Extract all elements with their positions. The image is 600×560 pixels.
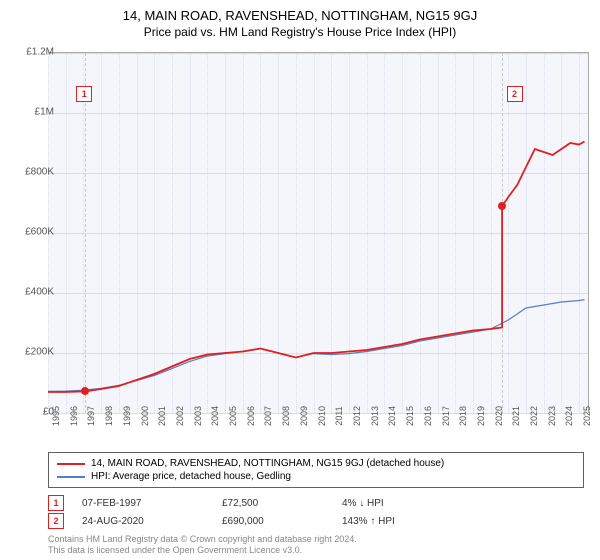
x-tick-label: 1995 (51, 406, 61, 426)
sale-change-2: 143% ↑ HPI (342, 516, 462, 527)
credits-line-1: Contains HM Land Registry data © Crown c… (48, 534, 357, 545)
x-tick-label: 2017 (441, 406, 451, 426)
x-tick-label: 2021 (511, 406, 521, 426)
x-tick-label: 2022 (529, 406, 539, 426)
table-row: 2 24-AUG-2020 £690,000 143% ↑ HPI (48, 512, 462, 530)
x-tick-label: 2008 (281, 406, 291, 426)
y-tick-label: £800K (25, 167, 54, 178)
sale-marker-box-1: 1 (76, 86, 92, 102)
series-line-property (48, 142, 585, 393)
chart-plot-area: 12 (48, 52, 589, 413)
series-line-hpi (48, 300, 585, 392)
legend-label-hpi: HPI: Average price, detached house, Gedl… (91, 471, 291, 482)
x-tick-label: 2024 (564, 406, 574, 426)
x-tick-label: 2007 (263, 406, 273, 426)
legend-item-hpi: HPI: Average price, detached house, Gedl… (57, 470, 575, 483)
x-tick-label: 2019 (476, 406, 486, 426)
x-tick-label: 2018 (458, 406, 468, 426)
y-tick-label: £400K (25, 287, 54, 298)
y-tick-label: £600K (25, 227, 54, 238)
x-tick-label: 2006 (246, 406, 256, 426)
y-tick-label: £1.2M (26, 47, 54, 58)
x-tick-label: 2011 (334, 406, 344, 425)
sale-price-2: £690,000 (222, 516, 342, 527)
legend-label-property: 14, MAIN ROAD, RAVENSHEAD, NOTTINGHAM, N… (91, 458, 444, 469)
sales-table: 1 07-FEB-1997 £72,500 4% ↓ HPI 2 24-AUG-… (48, 494, 462, 530)
table-row: 1 07-FEB-1997 £72,500 4% ↓ HPI (48, 494, 462, 512)
line-series-svg (48, 53, 588, 413)
sale-marker-box-2: 2 (507, 86, 523, 102)
x-tick-label: 2003 (193, 406, 203, 426)
chart-title: 14, MAIN ROAD, RAVENSHEAD, NOTTINGHAM, N… (0, 0, 600, 23)
sale-date-1: 07-FEB-1997 (82, 498, 222, 509)
sale-price-1: £72,500 (222, 498, 342, 509)
x-tick-label: 1996 (69, 406, 79, 426)
legend-box: 14, MAIN ROAD, RAVENSHEAD, NOTTINGHAM, N… (48, 452, 584, 488)
x-tick-label: 2004 (210, 406, 220, 426)
credits-text: Contains HM Land Registry data © Crown c… (48, 534, 357, 556)
x-tick-label: 2002 (175, 406, 185, 426)
x-tick-label: 2025 (582, 406, 592, 426)
sale-marker-2: 2 (48, 513, 64, 529)
x-tick-label: 2001 (157, 406, 167, 426)
legend-swatch-property (57, 463, 85, 465)
sale-date-2: 24-AUG-2020 (82, 516, 222, 527)
x-tick-label: 2023 (547, 406, 557, 426)
x-tick-label: 2016 (423, 406, 433, 426)
x-tick-label: 2000 (140, 406, 150, 426)
x-tick-label: 1997 (86, 406, 96, 426)
x-tick-label: 2012 (352, 406, 362, 426)
sale-marker-1: 1 (48, 495, 64, 511)
x-tick-label: 2015 (405, 406, 415, 426)
legend-swatch-hpi (57, 476, 85, 478)
x-tick-label: 2010 (317, 406, 327, 426)
y-tick-label: £200K (25, 347, 54, 358)
sale-dot-1 (81, 387, 89, 395)
credits-line-2: This data is licensed under the Open Gov… (48, 545, 357, 556)
sale-change-1: 4% ↓ HPI (342, 498, 462, 509)
x-tick-label: 2014 (387, 406, 397, 426)
legend-item-property: 14, MAIN ROAD, RAVENSHEAD, NOTTINGHAM, N… (57, 457, 575, 470)
x-tick-label: 2013 (370, 406, 380, 426)
x-tick-label: 1998 (104, 406, 114, 426)
x-tick-label: 2009 (299, 406, 309, 426)
x-tick-label: 1999 (122, 406, 132, 426)
x-tick-label: 2005 (228, 406, 238, 426)
chart-subtitle: Price paid vs. HM Land Registry's House … (0, 23, 600, 39)
y-tick-label: £1M (35, 107, 54, 118)
x-tick-label: 2020 (494, 406, 504, 426)
sale-dot-2 (498, 202, 506, 210)
